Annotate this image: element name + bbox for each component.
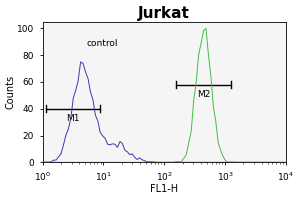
Text: M1: M1 (66, 114, 80, 123)
Title: Jurkat: Jurkat (138, 6, 190, 21)
Y-axis label: Counts: Counts (6, 75, 16, 109)
X-axis label: FL1-H: FL1-H (150, 184, 178, 194)
Text: control: control (86, 39, 118, 48)
Text: M2: M2 (197, 90, 210, 99)
